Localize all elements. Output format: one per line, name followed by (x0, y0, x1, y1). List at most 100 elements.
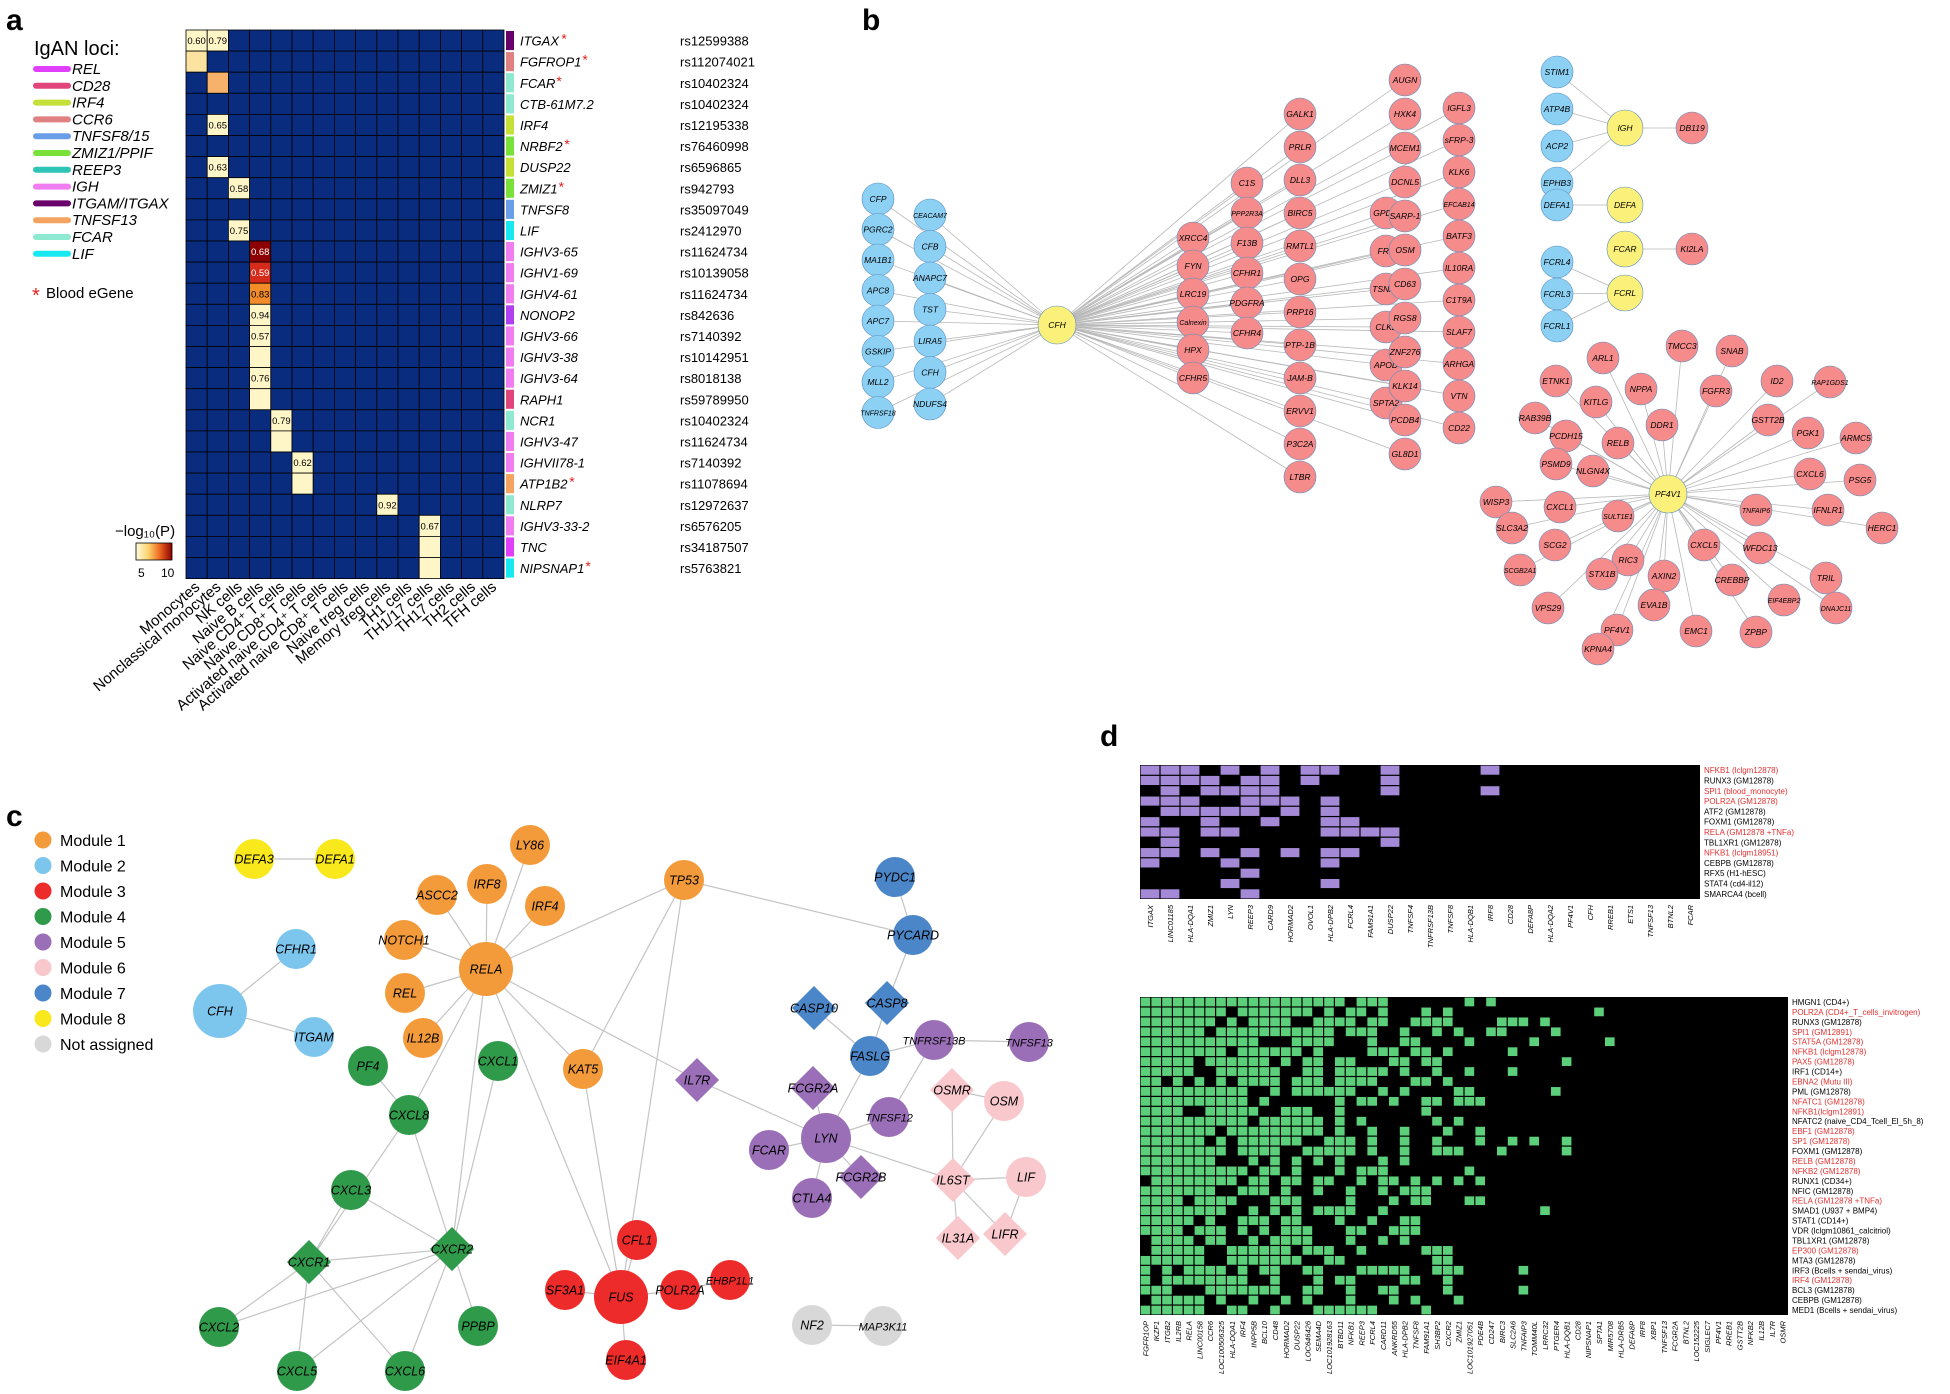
matrix-row-label: BCL3 (GM12878) (1792, 1286, 1855, 1295)
heatmap-cell (291, 114, 314, 136)
heatmap-cell (397, 156, 420, 179)
matrix-cell-on (1227, 1176, 1237, 1186)
matrix-cell-on (1205, 1057, 1215, 1066)
matrix-cell-on (1151, 1156, 1161, 1166)
network-edge (485, 968, 622, 1298)
row-gene-label: NIPSNAP1 (520, 561, 584, 576)
gene-node-circle (1715, 334, 1749, 368)
network-node-label: TNFSF13 (1005, 1038, 1054, 1050)
module-swatch (34, 1035, 52, 1053)
matrix-cell-on (1237, 1067, 1248, 1076)
network-node: LIF (1006, 1157, 1046, 1197)
matrix-cell-on (1281, 1226, 1291, 1235)
gene-node-circle (1760, 364, 1794, 398)
network-edge (408, 1114, 453, 1250)
heatmap-cell (397, 451, 420, 474)
matrix-cell-on (1335, 1146, 1345, 1156)
heatmap-cell (376, 472, 399, 495)
gene-node-circle (1037, 305, 1077, 345)
heatmap-cell (333, 156, 356, 179)
matrix-cell-on (1248, 1126, 1259, 1136)
row-gene-label: IGHV3-47 (520, 434, 579, 449)
matrix-cell-on (1270, 1305, 1280, 1315)
matrix-cell-on (1237, 1275, 1248, 1285)
heatmap-cell (185, 50, 208, 73)
matrix-cell-on (1151, 1255, 1161, 1265)
matrix-cell-on (1378, 1236, 1388, 1245)
heatmap-cell (270, 50, 293, 73)
heatmap-cell (418, 430, 441, 453)
row-gene-label: IGHV3-33-2 (520, 519, 590, 534)
matrix-cell-on (1216, 1116, 1226, 1126)
heatmap-cell (291, 177, 314, 200)
heatmap-cell (249, 557, 272, 580)
matrix-cell-on (1173, 1017, 1183, 1027)
heatmap-cell (206, 536, 229, 558)
heatmap-cell (333, 50, 356, 73)
matrix-cell-on (1237, 1057, 1248, 1066)
heatmap-cell (185, 472, 208, 495)
heatmap-cell (291, 472, 314, 495)
network-node: OSMR (929, 1067, 975, 1113)
heatmap-cell (376, 324, 399, 347)
network-node-label: KAT5 (568, 1063, 598, 1077)
network-node: FCAR (749, 1130, 789, 1170)
matrix-cell-on (1410, 1226, 1421, 1235)
network-node-label: MAP3K11 (859, 1322, 908, 1334)
matrix-cell-on (1443, 1265, 1453, 1275)
network-node-label: CFL1 (622, 1234, 653, 1248)
heatmap-cell (355, 92, 378, 115)
heatmap-cell (333, 219, 356, 242)
gene-node-label: BIRC5 (1287, 208, 1312, 218)
network-node-label: CASP8 (867, 997, 908, 1011)
matrix-cell-on (1151, 1106, 1161, 1116)
gene-node: CXCL6 (1793, 457, 1827, 491)
matrix-cell-on (1260, 817, 1280, 827)
matrix-cell-on (1162, 1206, 1172, 1216)
matrix-cell-on (1140, 1265, 1151, 1275)
matrix-cell-on (1324, 1037, 1334, 1047)
heatmap-cell (439, 346, 462, 369)
matrix-cell-on (1259, 1077, 1269, 1086)
matrix-cell-on (1313, 1077, 1323, 1086)
gene-node-circle (1606, 274, 1644, 312)
matrix-cell-on (1302, 1146, 1313, 1156)
gene-node-label: AXIN2 (1651, 571, 1677, 581)
matrix-cell-on (1281, 1106, 1291, 1116)
matrix-cell-on (1140, 1007, 1151, 1017)
heatmap-cell (270, 451, 293, 474)
matrix-cell-on (1205, 1285, 1215, 1295)
gene-node-label: PGRC2 (863, 225, 893, 235)
row-gene-label: NONOP2 (520, 308, 576, 323)
matrix-cell-on (1183, 1087, 1194, 1096)
matrix-cell-on (1194, 1017, 1205, 1027)
row-gene-label: ITGAX (520, 34, 560, 49)
matrix-cell-on (1464, 1087, 1475, 1096)
matrix-column-label: HLA-DPB2 (1401, 1320, 1410, 1358)
network-node-circle (234, 839, 274, 879)
gene-node-label: SCGB2A1 (1504, 568, 1536, 575)
gene-node-label: EVA1B (1641, 600, 1668, 610)
heatmap-cell (333, 514, 356, 537)
row-locus-color (506, 136, 514, 156)
matrix-cell-on (1270, 1255, 1280, 1265)
matrix-cell-on (1378, 997, 1388, 1007)
matrix-cell-on (1216, 1106, 1226, 1116)
gene-node: ARL1 (1586, 341, 1620, 375)
matrix-cell-on (1367, 1027, 1377, 1037)
network-node-label: CFHR1 (275, 943, 317, 957)
matrix-cell-on (1237, 1216, 1248, 1225)
network-node-label: FCAR (752, 1144, 786, 1158)
heatmap-cell (312, 472, 335, 495)
matrix-cell-on (1237, 1047, 1248, 1057)
gene-node-label: PSMD9 (1541, 459, 1571, 469)
matrix-cell-on (1140, 1285, 1151, 1295)
matrix-cell-on (1162, 1007, 1172, 1017)
heatmap-cell (439, 219, 462, 242)
matrix-cell-on (1194, 1275, 1205, 1285)
matrix-cell-on (1162, 1047, 1172, 1057)
matrix-cell-on (1378, 1017, 1388, 1027)
heatmap-cell (418, 261, 441, 284)
module-label: Module 6 (60, 961, 126, 978)
matrix-column-label: CD28 (1573, 1320, 1582, 1340)
